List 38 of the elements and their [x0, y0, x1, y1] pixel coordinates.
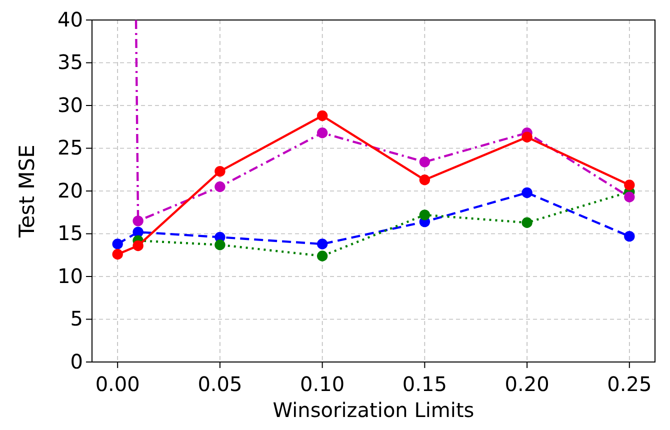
point	[112, 238, 123, 250]
point	[132, 240, 144, 252]
point	[132, 216, 144, 226]
point	[132, 226, 144, 238]
point	[112, 248, 123, 260]
point	[522, 217, 532, 228]
x-tick-label: 0.00	[95, 372, 140, 396]
y-tick-label: 30	[58, 92, 83, 117]
y-tick-label: 40	[58, 7, 83, 32]
x-tick-label: 0.05	[198, 372, 242, 396]
x-tick-label: 0.15	[402, 372, 447, 396]
point	[419, 156, 430, 168]
x-tick-label: 0.25	[607, 372, 652, 396]
point	[214, 181, 226, 192]
point	[419, 210, 430, 220]
point	[316, 110, 328, 122]
y-tick-label: 5	[70, 306, 83, 331]
y-tick-label: 15	[58, 221, 83, 246]
point	[522, 187, 532, 198]
x-axis-title: Winsorization Limits	[272, 398, 474, 422]
point	[316, 128, 328, 138]
point	[419, 174, 430, 186]
y-tick-label: 25	[58, 136, 83, 160]
y-tick-label: 35	[58, 50, 83, 74]
point	[624, 192, 635, 202]
point	[214, 240, 226, 250]
x-tick-label: 0.10	[300, 372, 345, 396]
y-tick-label: 20	[58, 178, 83, 202]
point	[624, 180, 635, 190]
y-axis-title: Test MSE	[15, 144, 39, 238]
y-tick-label: 0	[70, 349, 83, 374]
point	[624, 230, 635, 242]
y-tick-label: 10	[58, 264, 83, 288]
point	[316, 250, 328, 262]
point	[522, 132, 532, 142]
point	[214, 166, 226, 177]
x-tick-label: 0.20	[504, 372, 550, 396]
point	[316, 238, 328, 250]
